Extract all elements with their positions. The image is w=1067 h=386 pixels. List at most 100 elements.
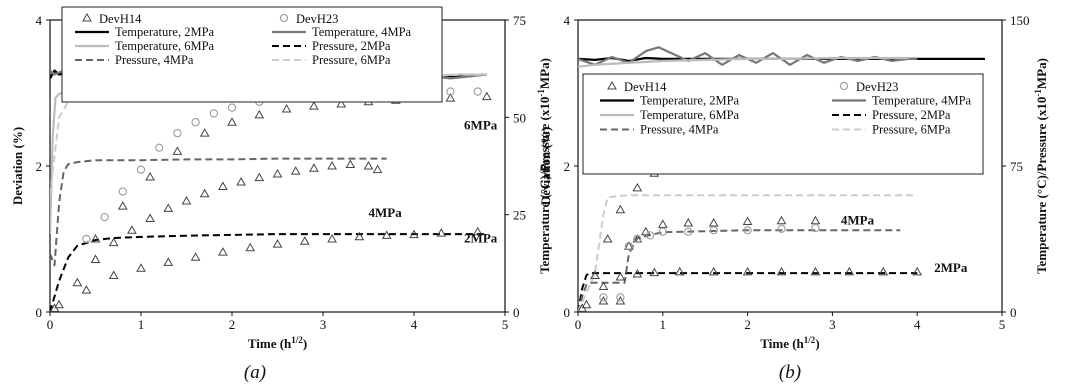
data-point-triangle [708, 266, 719, 276]
y-axis-label: Deviation (%) [538, 127, 553, 205]
legend-label: Temperature, 4MPa [312, 25, 412, 39]
data-point-triangle [281, 104, 292, 113]
legend-item: Pressure, 6MPa [832, 123, 951, 137]
data-point-triangle [227, 117, 237, 126]
y-tick-label: 4 [36, 13, 43, 28]
data-point-triangle [363, 160, 374, 170]
plot-area [578, 46, 985, 312]
legend-label: DevH23 [296, 12, 338, 26]
data-point-triangle [327, 233, 337, 243]
x-axis-label: Time (h1/2) [248, 335, 307, 351]
data-point-circle [118, 187, 127, 196]
x-tick-label: 3 [320, 317, 327, 332]
data-point-triangle [372, 164, 383, 174]
data-point-circle [227, 103, 237, 112]
plot-area [50, 69, 492, 312]
legend-item: Temperature, 2MPa [75, 25, 215, 39]
data-point-triangle [683, 217, 694, 227]
pressure-annotation: 4MPa [369, 205, 403, 220]
data-point-triangle [181, 196, 192, 205]
data-point-triangle [145, 213, 155, 223]
data-point-circle [136, 165, 146, 174]
data-point-circle [173, 128, 182, 138]
x-tick-label: 0 [575, 317, 582, 332]
y2-tick-label: 150 [1010, 13, 1030, 28]
data-point-circle [599, 293, 608, 302]
data-point-triangle [272, 239, 283, 248]
data-point-triangle [590, 270, 600, 279]
x-tick-label: 5 [502, 317, 509, 332]
data-point-triangle [145, 171, 155, 181]
data-point-triangle [236, 177, 246, 186]
data-point-triangle [190, 252, 201, 261]
legend-item: DevH23 [839, 80, 898, 94]
data-point-triangle [345, 159, 356, 169]
data-point-triangle [632, 182, 643, 192]
data-point-triangle [218, 247, 228, 256]
data-point-triangle [581, 299, 592, 309]
data-point-triangle [436, 228, 447, 237]
legend-circle-symbol [839, 81, 849, 91]
x-tick-label: 2 [229, 317, 236, 332]
data-point-triangle [245, 242, 256, 252]
data-point-triangle [742, 266, 753, 276]
legend-label: Temperature, 6MPa [115, 39, 215, 53]
data-point-triangle [624, 241, 634, 250]
legend-item: DevH23 [279, 12, 338, 26]
data-point-triangle [912, 266, 923, 276]
data-point-triangle [172, 146, 183, 155]
data-point-triangle [657, 219, 668, 228]
series-line [578, 56, 909, 68]
data-point-triangle [602, 233, 613, 243]
data-point-triangle [708, 217, 719, 227]
legend-label: Temperature, 2MPa [115, 25, 215, 39]
legend-label: Pressure, 6MPa [312, 53, 391, 67]
data-point-triangle [481, 91, 492, 101]
data-point-triangle [336, 98, 347, 108]
data-point-triangle [136, 263, 146, 272]
x-axis-label: Time (h1/2) [760, 335, 819, 351]
data-point-triangle [254, 172, 265, 182]
legend-label: Pressure, 4MPa [640, 123, 719, 137]
data-point-triangle [810, 266, 821, 276]
data-point-circle [473, 87, 482, 96]
x-tick-label: 5 [999, 317, 1006, 332]
y2-tick-label: 25 [513, 208, 526, 223]
figure-caption: (b) [779, 362, 801, 383]
data-point-triangle [674, 266, 685, 276]
series-line [578, 229, 901, 312]
y-tick-label: 0 [36, 305, 43, 320]
data-point-triangle [640, 226, 651, 236]
data-point-triangle [254, 109, 265, 119]
y-tick-label: 4 [564, 13, 571, 28]
legend-label: Pressure, 2MPa [872, 108, 951, 122]
data-point-triangle [54, 299, 64, 309]
legend-item: DevH14 [82, 12, 142, 26]
legend-frame [582, 73, 984, 175]
data-point-triangle [776, 266, 787, 276]
data-point-triangle [90, 254, 101, 263]
data-point-circle [658, 227, 667, 236]
series-line [578, 194, 918, 312]
data-point-triangle [632, 233, 643, 243]
y2-tick-label: 0 [513, 305, 520, 320]
data-point-triangle [309, 101, 319, 110]
x-tick-label: 1 [138, 317, 145, 332]
legend-circle-symbol [279, 13, 289, 23]
data-point-circle [191, 118, 200, 127]
data-point-triangle [218, 181, 228, 190]
data-point-triangle [776, 215, 787, 225]
data-point-triangle [472, 226, 483, 236]
data-point-triangle [72, 277, 83, 287]
data-point-triangle [615, 271, 626, 281]
data-point-triangle [163, 203, 174, 212]
y2-tick-label: 75 [513, 13, 526, 28]
legend-item: Pressure, 4MPa [600, 123, 719, 137]
legend-item: Pressure, 2MPa [272, 39, 391, 53]
legend-item: Pressure, 4MPa [75, 53, 194, 67]
data-point-circle [633, 234, 642, 244]
legend-label: DevH14 [624, 80, 667, 94]
